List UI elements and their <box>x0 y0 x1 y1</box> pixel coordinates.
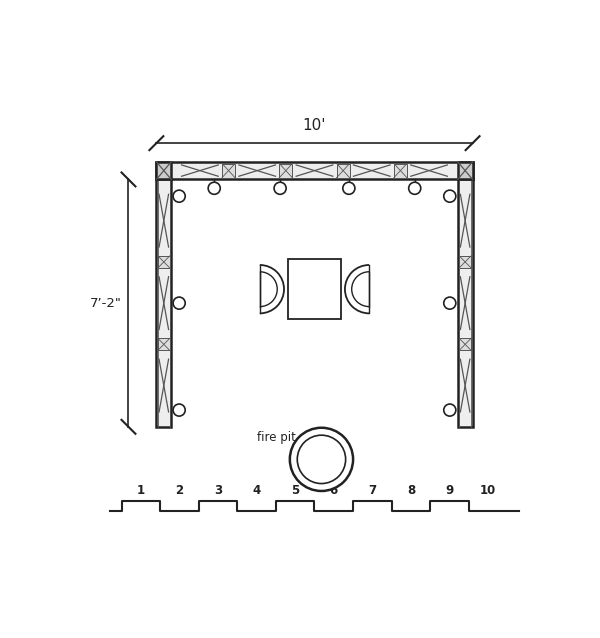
Bar <box>458 162 473 179</box>
Bar <box>458 179 473 427</box>
Circle shape <box>444 297 456 309</box>
Bar <box>459 338 471 350</box>
Circle shape <box>290 427 353 491</box>
Bar <box>158 338 170 350</box>
Text: 9: 9 <box>445 484 454 496</box>
Bar <box>157 179 171 427</box>
Circle shape <box>444 404 456 416</box>
Bar <box>157 162 171 179</box>
Bar <box>337 163 350 177</box>
Circle shape <box>297 435 346 484</box>
Text: 4: 4 <box>253 484 261 496</box>
Bar <box>280 163 292 177</box>
Text: 6: 6 <box>329 484 338 496</box>
Bar <box>394 163 407 177</box>
Circle shape <box>444 190 456 202</box>
Text: 8: 8 <box>407 484 415 496</box>
Bar <box>157 162 473 179</box>
Text: 10: 10 <box>480 484 496 496</box>
Bar <box>288 259 341 320</box>
Text: 3: 3 <box>214 484 222 496</box>
Bar <box>459 256 471 268</box>
Text: 7: 7 <box>368 484 376 496</box>
Text: 10': 10' <box>303 118 326 133</box>
Text: 2: 2 <box>175 484 184 496</box>
Text: 1: 1 <box>137 484 145 496</box>
Circle shape <box>173 190 185 202</box>
Circle shape <box>274 182 286 195</box>
Circle shape <box>173 404 185 416</box>
Circle shape <box>208 182 220 195</box>
Bar <box>222 163 235 177</box>
Bar <box>158 256 170 268</box>
Text: 5: 5 <box>291 484 299 496</box>
Text: 7’-2": 7’-2" <box>89 297 121 309</box>
Circle shape <box>343 182 355 195</box>
Circle shape <box>409 182 421 195</box>
Circle shape <box>173 297 185 309</box>
Text: fire pit: fire pit <box>257 431 297 449</box>
